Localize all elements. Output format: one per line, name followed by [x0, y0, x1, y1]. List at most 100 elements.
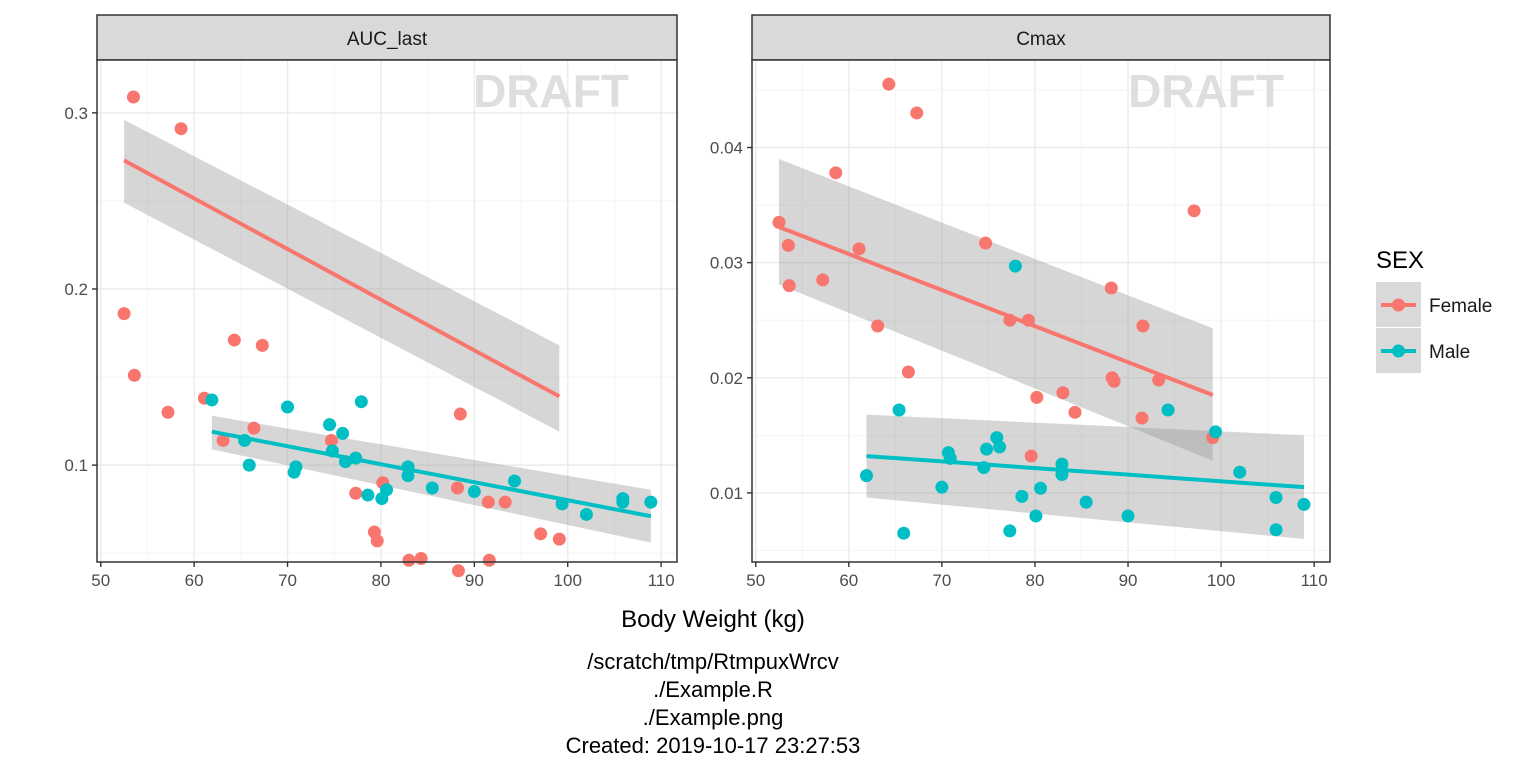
data-point-male [1297, 497, 1311, 511]
data-point-male [205, 393, 219, 407]
caption-line: ./Example.png [643, 705, 784, 730]
data-point-male [935, 480, 949, 494]
x-axis: 50 60 70 80 90 100 110 [746, 562, 1328, 590]
data-point-female [453, 407, 467, 421]
data-point-female [1187, 204, 1201, 218]
data-point-male [507, 474, 521, 488]
confidence-band-male [866, 414, 1304, 539]
panel-border [751, 59, 1331, 563]
data-point-female [498, 495, 512, 509]
data-point-male [1269, 491, 1283, 505]
data-point-male [289, 460, 303, 474]
x-tick-label: 110 [648, 571, 675, 590]
data-point-female [816, 273, 830, 287]
x-tick-label: 70 [932, 571, 951, 590]
legend-label: Male [1429, 342, 1470, 363]
x-axis: 50 60 70 80 90 100 110 [91, 562, 675, 590]
data-point-female [324, 433, 338, 447]
data-point-male [1034, 481, 1048, 495]
fit-line-female [123, 158, 561, 399]
legend-dot [1392, 298, 1405, 312]
data-point-female [781, 238, 795, 252]
panel-cmax: Cmax DRAFT 0.01 0.02 0.03 0.04 50 60 70 80 90 10… [710, 14, 1331, 590]
y-tick-label: 0.01 [710, 484, 743, 503]
y-tick-label: 0.1 [64, 456, 88, 475]
data-point-female [451, 481, 465, 495]
panel-title: AUC_last [347, 29, 428, 50]
fit-line-male [211, 429, 652, 519]
x-tick-label: 90 [1119, 571, 1138, 590]
data-point-male [380, 483, 394, 497]
data-point-female [126, 90, 140, 104]
caption-line: /scratch/tmp/RtmpuxWrcv [587, 649, 838, 674]
data-point-male [323, 418, 337, 432]
data-point-male [616, 492, 630, 506]
strip-background [96, 14, 678, 61]
data-point-female [451, 564, 465, 578]
data-point-female [1136, 319, 1150, 333]
data-point-female [979, 236, 993, 250]
caption-line: Created: 2019-10-17 23:27:53 [566, 733, 861, 758]
data-point-female [174, 122, 188, 136]
data-point-male [993, 440, 1007, 454]
data-point-male [425, 481, 439, 495]
data-point-female [910, 106, 924, 120]
y-tick-label: 0.02 [710, 369, 743, 388]
data-point-female [882, 77, 896, 91]
data-point-female [782, 279, 796, 293]
data-point-female [370, 534, 384, 548]
x-tick-label: 50 [91, 571, 110, 590]
data-point-male [892, 403, 906, 417]
legend-dot [1392, 344, 1405, 358]
fit-line-male [866, 454, 1305, 490]
data-point-female [772, 215, 786, 229]
legend: SEX Female Male [1376, 247, 1492, 373]
caption-line: ./Example.R [653, 677, 773, 702]
data-point-female [227, 333, 241, 347]
x-axis-title: Body Weight (kg) [621, 606, 805, 633]
fit-lines [778, 225, 1305, 490]
data-point-female [247, 421, 261, 435]
data-point-female [161, 405, 175, 419]
data-point-male [1015, 489, 1029, 503]
data-point-male [579, 507, 593, 521]
data-point-female [127, 368, 141, 382]
data-point-male [1079, 495, 1093, 509]
watermark: DRAFT [1128, 65, 1284, 117]
data-point-male [1209, 425, 1223, 439]
data-point-male [1055, 457, 1069, 471]
data-point-female [482, 553, 496, 567]
data-point-female [255, 338, 269, 352]
panel-title: Cmax [1016, 29, 1066, 50]
data-point-male [467, 485, 481, 499]
fit-line-female [778, 225, 1214, 397]
data-point-male [1003, 524, 1017, 538]
x-tick-label: 60 [839, 571, 858, 590]
x-tick-label: 110 [1301, 571, 1328, 590]
data-point-female [349, 486, 363, 500]
data-point-female [216, 433, 230, 447]
data-point-female [829, 166, 843, 180]
data-points [117, 90, 658, 578]
data-point-female [1107, 374, 1121, 388]
data-point-male [1008, 259, 1022, 273]
x-tick-label: 50 [746, 571, 765, 590]
x-tick-label: 90 [465, 571, 484, 590]
x-tick-label: 100 [554, 571, 582, 590]
data-point-male [361, 488, 375, 502]
y-axis: 0.01 0.02 0.03 0.04 [710, 139, 752, 503]
data-point-female [1024, 449, 1038, 463]
data-point-female [534, 527, 548, 541]
x-tick-label: 80 [1025, 571, 1044, 590]
confidence-band-female [124, 119, 560, 432]
data-point-female [117, 307, 131, 321]
data-point-male [1029, 509, 1043, 523]
data-point-female [871, 319, 885, 333]
x-tick-label: 70 [278, 571, 297, 590]
y-tick-label: 0.3 [64, 104, 88, 123]
data-point-female [1135, 411, 1149, 425]
legend-title: SEX [1376, 247, 1424, 274]
data-point-male [980, 442, 994, 456]
data-point-female [552, 532, 566, 546]
y-axis: 0.1 0.2 0.3 [64, 104, 97, 475]
